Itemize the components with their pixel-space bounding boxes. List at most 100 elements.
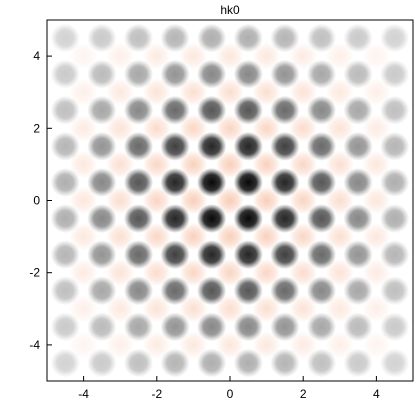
negative-lobe <box>69 258 98 287</box>
bragg-peak <box>123 204 154 233</box>
x-tick-label: 0 <box>227 387 234 401</box>
y-axis: 4 2 0 -2 -4 <box>29 49 52 352</box>
negative-lobe <box>69 295 98 323</box>
bragg-peak <box>343 312 373 342</box>
bragg-peak <box>50 131 80 161</box>
negative-lobe <box>289 295 318 323</box>
bragg-peak <box>270 23 300 53</box>
bragg-peak <box>87 23 117 53</box>
bragg-peak <box>306 348 337 378</box>
negative-lobe <box>106 78 135 106</box>
bragg-peak <box>123 276 154 306</box>
bragg-peak <box>233 168 263 197</box>
bragg-peak <box>50 240 80 270</box>
bragg-peak <box>123 131 154 161</box>
negative-lobe <box>179 78 208 106</box>
negative-lobe <box>289 222 318 251</box>
negative-lobe <box>325 295 354 323</box>
negative-lobe <box>252 295 281 323</box>
bragg-peak <box>270 131 300 161</box>
x-tick-label: -4 <box>78 387 89 401</box>
bragg-peak <box>87 312 117 342</box>
negative-lobe <box>216 78 244 106</box>
negative-lobe <box>106 114 135 143</box>
bragg-peak <box>306 131 337 161</box>
negative-lobe <box>142 42 171 70</box>
bragg-peak <box>87 59 117 89</box>
bragg-peak <box>197 312 227 342</box>
bragg-peak <box>197 240 227 270</box>
negative-lobe <box>252 114 281 143</box>
negative-lobe <box>325 42 354 70</box>
negative-lobe <box>179 222 208 251</box>
bragg-peak <box>306 23 337 53</box>
bragg-peak <box>270 348 300 378</box>
negative-lobe <box>216 258 244 287</box>
negative-lobe <box>69 186 98 215</box>
bragg-peak <box>87 168 117 197</box>
bragg-peak <box>233 276 263 306</box>
bragg-peak <box>233 312 263 342</box>
negative-lobe <box>252 222 281 251</box>
bragg-peak <box>380 348 410 378</box>
bragg-peak <box>123 312 154 342</box>
y-tick-label: -2 <box>29 266 40 280</box>
negative-lobe <box>142 114 171 143</box>
bragg-peak <box>270 312 300 342</box>
bragg-peak <box>380 59 410 89</box>
bragg-peak <box>306 168 337 197</box>
negative-lobe <box>252 150 281 179</box>
bragg-peak <box>380 312 410 342</box>
negative-lobe <box>325 222 354 251</box>
bragg-peak <box>197 23 227 53</box>
bragg-peak <box>50 95 80 125</box>
negative-lobe <box>252 78 281 106</box>
negative-lobe <box>69 331 98 359</box>
bragg-peak <box>343 131 373 161</box>
negative-lobe <box>142 186 171 215</box>
negative-lobe <box>289 150 318 179</box>
negative-lobe <box>179 150 208 179</box>
negative-lobe <box>142 78 171 106</box>
bragg-peak <box>50 168 80 197</box>
negative-lobe <box>216 42 244 70</box>
chart-title: hk0 <box>220 3 240 17</box>
negative-lobe <box>69 114 98 143</box>
bragg-peak <box>233 204 263 233</box>
bragg-peak <box>343 240 373 270</box>
bragg-peak <box>306 312 337 342</box>
y-tick-label: -4 <box>29 338 40 352</box>
negative-lobe <box>216 186 244 215</box>
bragg-peak <box>270 59 300 89</box>
bragg-peak <box>87 204 117 233</box>
negative-lobe <box>362 42 391 70</box>
bragg-peak <box>50 276 80 306</box>
negative-lobe <box>69 42 98 70</box>
negative-lobe <box>216 331 244 359</box>
negative-lobe <box>362 258 391 287</box>
negative-lobe <box>142 331 171 359</box>
y-tick-label: 2 <box>33 121 40 135</box>
negative-lobe <box>362 114 391 143</box>
negative-lobe <box>252 331 281 359</box>
negative-lobe <box>216 295 244 323</box>
bragg-peak <box>270 204 300 233</box>
negative-lobe <box>252 186 281 215</box>
bragg-peak <box>160 204 190 233</box>
heatmap-marks <box>50 23 410 378</box>
bragg-peak <box>123 95 154 125</box>
negative-lobe <box>216 222 244 251</box>
bragg-peak <box>380 131 410 161</box>
negative-lobe <box>289 331 318 359</box>
y-tick-label: 4 <box>33 49 40 63</box>
negative-lobe <box>252 258 281 287</box>
bragg-peak <box>380 95 410 125</box>
negative-lobe <box>362 295 391 323</box>
bragg-peak <box>343 23 373 53</box>
negative-lobe <box>106 258 135 287</box>
bragg-peak <box>343 59 373 89</box>
bragg-peak <box>380 276 410 306</box>
negative-lobe <box>362 78 391 106</box>
negative-lobe <box>289 42 318 70</box>
